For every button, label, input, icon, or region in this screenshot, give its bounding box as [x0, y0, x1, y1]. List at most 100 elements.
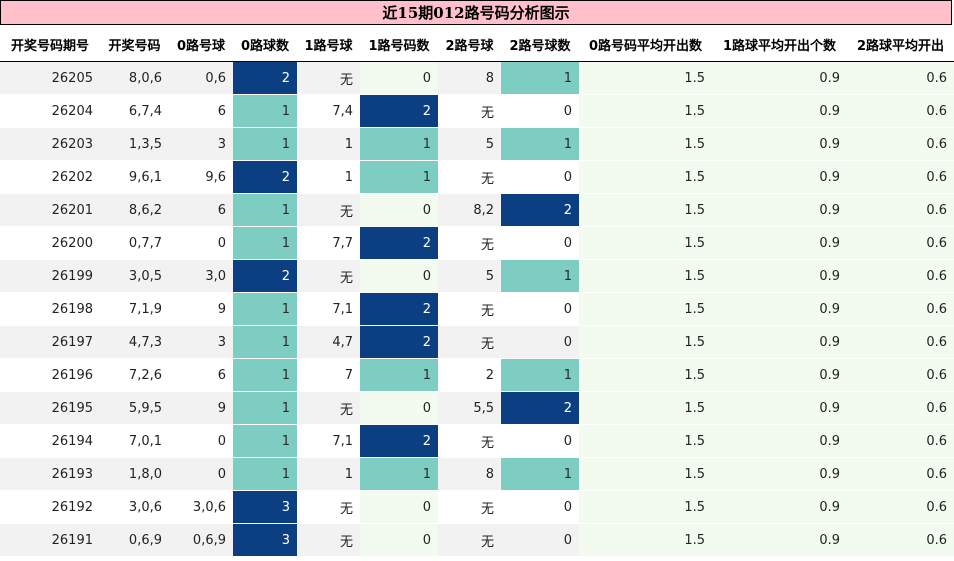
cell-route0-count: 3: [233, 490, 297, 524]
col-header-route0-balls: 0路号球: [169, 27, 233, 62]
cell-route2-balls: 5: [438, 127, 501, 161]
cell-numbers: 9,6,1: [100, 160, 169, 194]
table-row: 26202 9,6,1 9,6 2 1 1 无 0 1.5 0.9 0.6: [0, 160, 954, 194]
cell-route2-avg: 0.6: [847, 325, 954, 359]
cell-route0-balls: 3,0: [169, 259, 233, 293]
cell-route2-avg: 0.6: [847, 457, 954, 491]
header-row: 开奖号码期号 开奖号码 0路号球 0路球数 1路号球 1路号码数 2路号球 2路…: [0, 27, 954, 62]
cell-route0-balls: 3: [169, 127, 233, 161]
cell-route0-balls: 0: [169, 226, 233, 260]
cell-route0-avg: 1.5: [579, 193, 712, 227]
table-row: 26205 8,0,6 0,6 2 无 0 8 1 1.5 0.9 0.6: [0, 61, 954, 95]
table-row: 26198 7,1,9 9 1 7,1 2 无 0 1.5 0.9 0.6: [0, 292, 954, 326]
cell-route0-count: 1: [233, 94, 297, 128]
cell-issue: 26197: [0, 325, 100, 359]
cell-route2-count: 2: [501, 391, 579, 425]
cell-route0-balls: 9: [169, 292, 233, 326]
cell-route0-balls: 9,6: [169, 160, 233, 194]
table-body: 26205 8,0,6 0,6 2 无 0 8 1 1.5 0.9 0.6 26204 6,7,4 6 1 7…: [0, 61, 954, 557]
cell-issue: 26203: [0, 127, 100, 161]
cell-route0-avg: 1.5: [579, 94, 712, 128]
cell-route1-avg: 0.9: [712, 424, 847, 458]
table-row: 26204 6,7,4 6 1 7,4 2 无 0 1.5 0.9 0.6: [0, 94, 954, 128]
cell-route0-avg: 1.5: [579, 391, 712, 425]
cell-route0-avg: 1.5: [579, 424, 712, 458]
cell-issue: 26196: [0, 358, 100, 392]
cell-route1-count: 2: [360, 424, 438, 458]
cell-issue: 26199: [0, 259, 100, 293]
cell-route2-count: 0: [501, 523, 579, 557]
cell-issue: 26194: [0, 424, 100, 458]
cell-route2-balls: 8,2: [438, 193, 501, 227]
cell-route1-count: 1: [360, 160, 438, 194]
cell-route1-count: 1: [360, 127, 438, 161]
cell-route1-balls: 7,7: [297, 226, 360, 260]
cell-route1-avg: 0.9: [712, 160, 847, 194]
cell-route0-avg: 1.5: [579, 259, 712, 293]
col-header-route1-avg: 1路球平均开出个数: [712, 27, 847, 62]
cell-route0-balls: 0: [169, 424, 233, 458]
cell-route1-avg: 0.9: [712, 94, 847, 128]
cell-route1-avg: 0.9: [712, 457, 847, 491]
cell-route0-count: 1: [233, 292, 297, 326]
cell-numbers: 0,6,9: [100, 523, 169, 557]
cell-route1-balls: 无: [297, 193, 360, 227]
cell-route2-avg: 0.6: [847, 358, 954, 392]
cell-route1-balls: 1: [297, 160, 360, 194]
cell-route0-avg: 1.5: [579, 61, 712, 95]
cell-route1-count: 0: [360, 391, 438, 425]
cell-route1-count: 0: [360, 523, 438, 557]
cell-route1-avg: 0.9: [712, 391, 847, 425]
cell-route2-avg: 0.6: [847, 61, 954, 95]
cell-numbers: 6,7,4: [100, 94, 169, 128]
cell-route0-balls: 3,0,6: [169, 490, 233, 524]
cell-route1-count: 2: [360, 226, 438, 260]
cell-route1-balls: 4,7: [297, 325, 360, 359]
cell-route0-avg: 1.5: [579, 127, 712, 161]
cell-numbers: 7,2,6: [100, 358, 169, 392]
table-row: 26192 3,0,6 3,0,6 3 无 0 无 0 1.5 0.9 0.6: [0, 490, 954, 524]
cell-route1-avg: 0.9: [712, 127, 847, 161]
cell-issue: 26201: [0, 193, 100, 227]
cell-route2-count: 0: [501, 490, 579, 524]
cell-route1-avg: 0.9: [712, 193, 847, 227]
cell-route1-avg: 0.9: [712, 490, 847, 524]
cell-route2-avg: 0.6: [847, 391, 954, 425]
cell-route2-count: 0: [501, 325, 579, 359]
cell-route2-avg: 0.6: [847, 424, 954, 458]
cell-route1-count: 0: [360, 193, 438, 227]
cell-route1-balls: 无: [297, 490, 360, 524]
table-row: 26197 4,7,3 3 1 4,7 2 无 0 1.5 0.9 0.6: [0, 325, 954, 359]
cell-route0-balls: 3: [169, 325, 233, 359]
cell-numbers: 1,8,0: [100, 457, 169, 491]
cell-issue: 26195: [0, 391, 100, 425]
cell-route0-count: 1: [233, 325, 297, 359]
cell-route2-balls: 无: [438, 523, 501, 557]
col-header-route2-count: 2路号球数: [501, 27, 579, 62]
col-header-route0-count: 0路球数: [233, 27, 297, 62]
cell-numbers: 7,1,9: [100, 292, 169, 326]
cell-route0-balls: 6: [169, 94, 233, 128]
cell-route1-count: 2: [360, 292, 438, 326]
table-row: 26191 0,6,9 0,6,9 3 无 0 无 0 1.5 0.9 0.6: [0, 523, 954, 557]
cell-route0-balls: 6: [169, 193, 233, 227]
cell-route1-balls: 7: [297, 358, 360, 392]
col-header-route1-balls: 1路号球: [297, 27, 360, 62]
cell-route0-count: 1: [233, 424, 297, 458]
col-header-issue: 开奖号码期号: [0, 27, 100, 62]
table-row: 26199 3,0,5 3,0 2 无 0 5 1 1.5 0.9 0.6: [0, 259, 954, 293]
col-header-numbers: 开奖号码: [100, 27, 169, 62]
cell-route0-avg: 1.5: [579, 457, 712, 491]
cell-numbers: 1,3,5: [100, 127, 169, 161]
cell-route0-avg: 1.5: [579, 292, 712, 326]
cell-route2-balls: 2: [438, 358, 501, 392]
cell-route2-avg: 0.6: [847, 259, 954, 293]
cell-numbers: 7,0,1: [100, 424, 169, 458]
cell-route2-avg: 0.6: [847, 523, 954, 557]
cell-route2-count: 2: [501, 193, 579, 227]
cell-route1-balls: 无: [297, 523, 360, 557]
cell-route2-count: 1: [501, 457, 579, 491]
cell-route1-avg: 0.9: [712, 358, 847, 392]
cell-route2-count: 1: [501, 358, 579, 392]
cell-route2-balls: 无: [438, 160, 501, 194]
